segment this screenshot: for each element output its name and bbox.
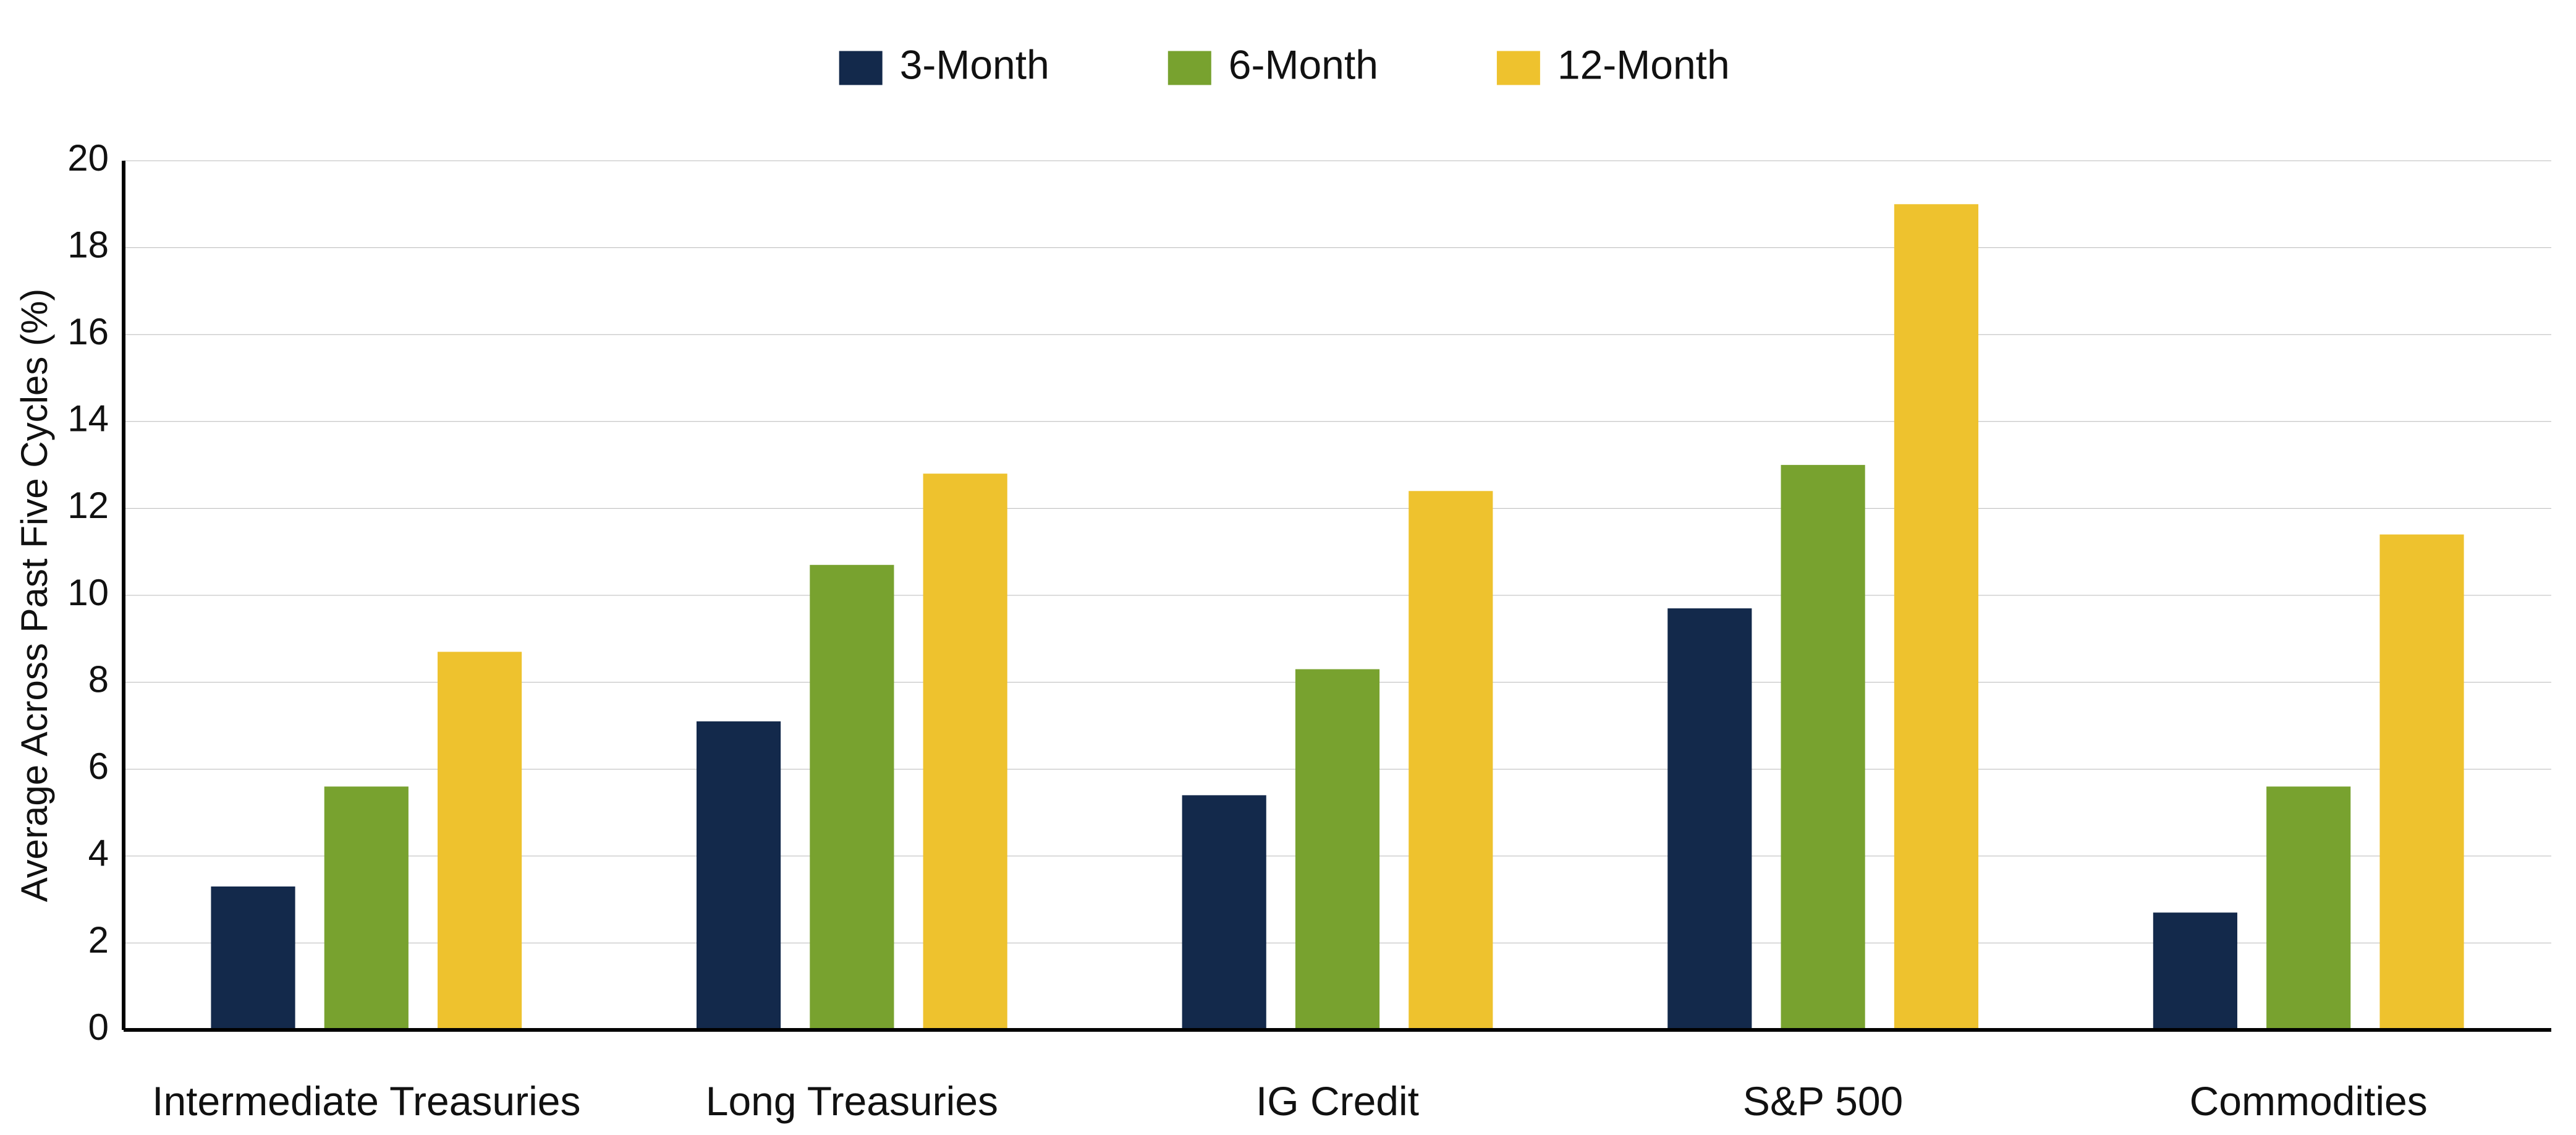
bar bbox=[438, 652, 522, 1030]
y-tick-label: 10 bbox=[67, 572, 109, 613]
category-label: Intermediate Treasuries bbox=[152, 1078, 580, 1124]
y-axis-title: Average Across Past Five Cycles (%) bbox=[14, 289, 55, 903]
bar bbox=[810, 565, 894, 1030]
category-label: Long Treasuries bbox=[706, 1078, 998, 1124]
legend-label: 6-Month bbox=[1229, 41, 1378, 87]
y-tick-label: 2 bbox=[88, 919, 109, 961]
bar bbox=[211, 886, 295, 1030]
y-tick-label: 16 bbox=[67, 311, 109, 352]
y-tick-label: 4 bbox=[88, 833, 109, 874]
bar bbox=[1409, 491, 1493, 1030]
y-tick-label: 6 bbox=[88, 746, 109, 787]
chart-container: 0 2 4 6 8 10 12 14 16 18 20 Intermediate Treasuries… bbox=[0, 0, 2576, 1135]
category-label: IG Credit bbox=[1256, 1078, 1419, 1124]
bar bbox=[2379, 535, 2464, 1030]
bar bbox=[1295, 670, 1379, 1030]
legend-swatch bbox=[1168, 51, 1211, 85]
bar bbox=[1894, 204, 1978, 1030]
legend-swatch bbox=[1497, 51, 1540, 85]
bar bbox=[1667, 608, 1752, 1030]
y-tick-label: 18 bbox=[67, 224, 109, 265]
bar-chart: 0 2 4 6 8 10 12 14 16 18 20 Intermediate Treasuries… bbox=[0, 0, 2576, 1135]
bar bbox=[324, 786, 409, 1030]
bar bbox=[1781, 465, 1865, 1030]
legend-label: 3-Month bbox=[900, 41, 1049, 87]
bar bbox=[1182, 795, 1266, 1030]
category-label: S&P 500 bbox=[1743, 1078, 1903, 1124]
legend-label: 12-Month bbox=[1557, 41, 1730, 87]
bar bbox=[2153, 912, 2237, 1030]
y-tick-label: 20 bbox=[67, 137, 109, 179]
bar bbox=[697, 721, 781, 1030]
bar bbox=[923, 474, 1007, 1030]
y-tick-label: 12 bbox=[67, 485, 109, 526]
category-label: Commodities bbox=[2190, 1078, 2428, 1124]
y-tick-label: 14 bbox=[67, 398, 109, 440]
y-tick-label: 8 bbox=[88, 658, 109, 700]
legend-swatch bbox=[839, 51, 883, 85]
bar bbox=[2266, 786, 2350, 1030]
legend: 3-Month 6-Month 12-Month bbox=[839, 41, 1730, 87]
y-tick-label: 0 bbox=[88, 1006, 109, 1048]
